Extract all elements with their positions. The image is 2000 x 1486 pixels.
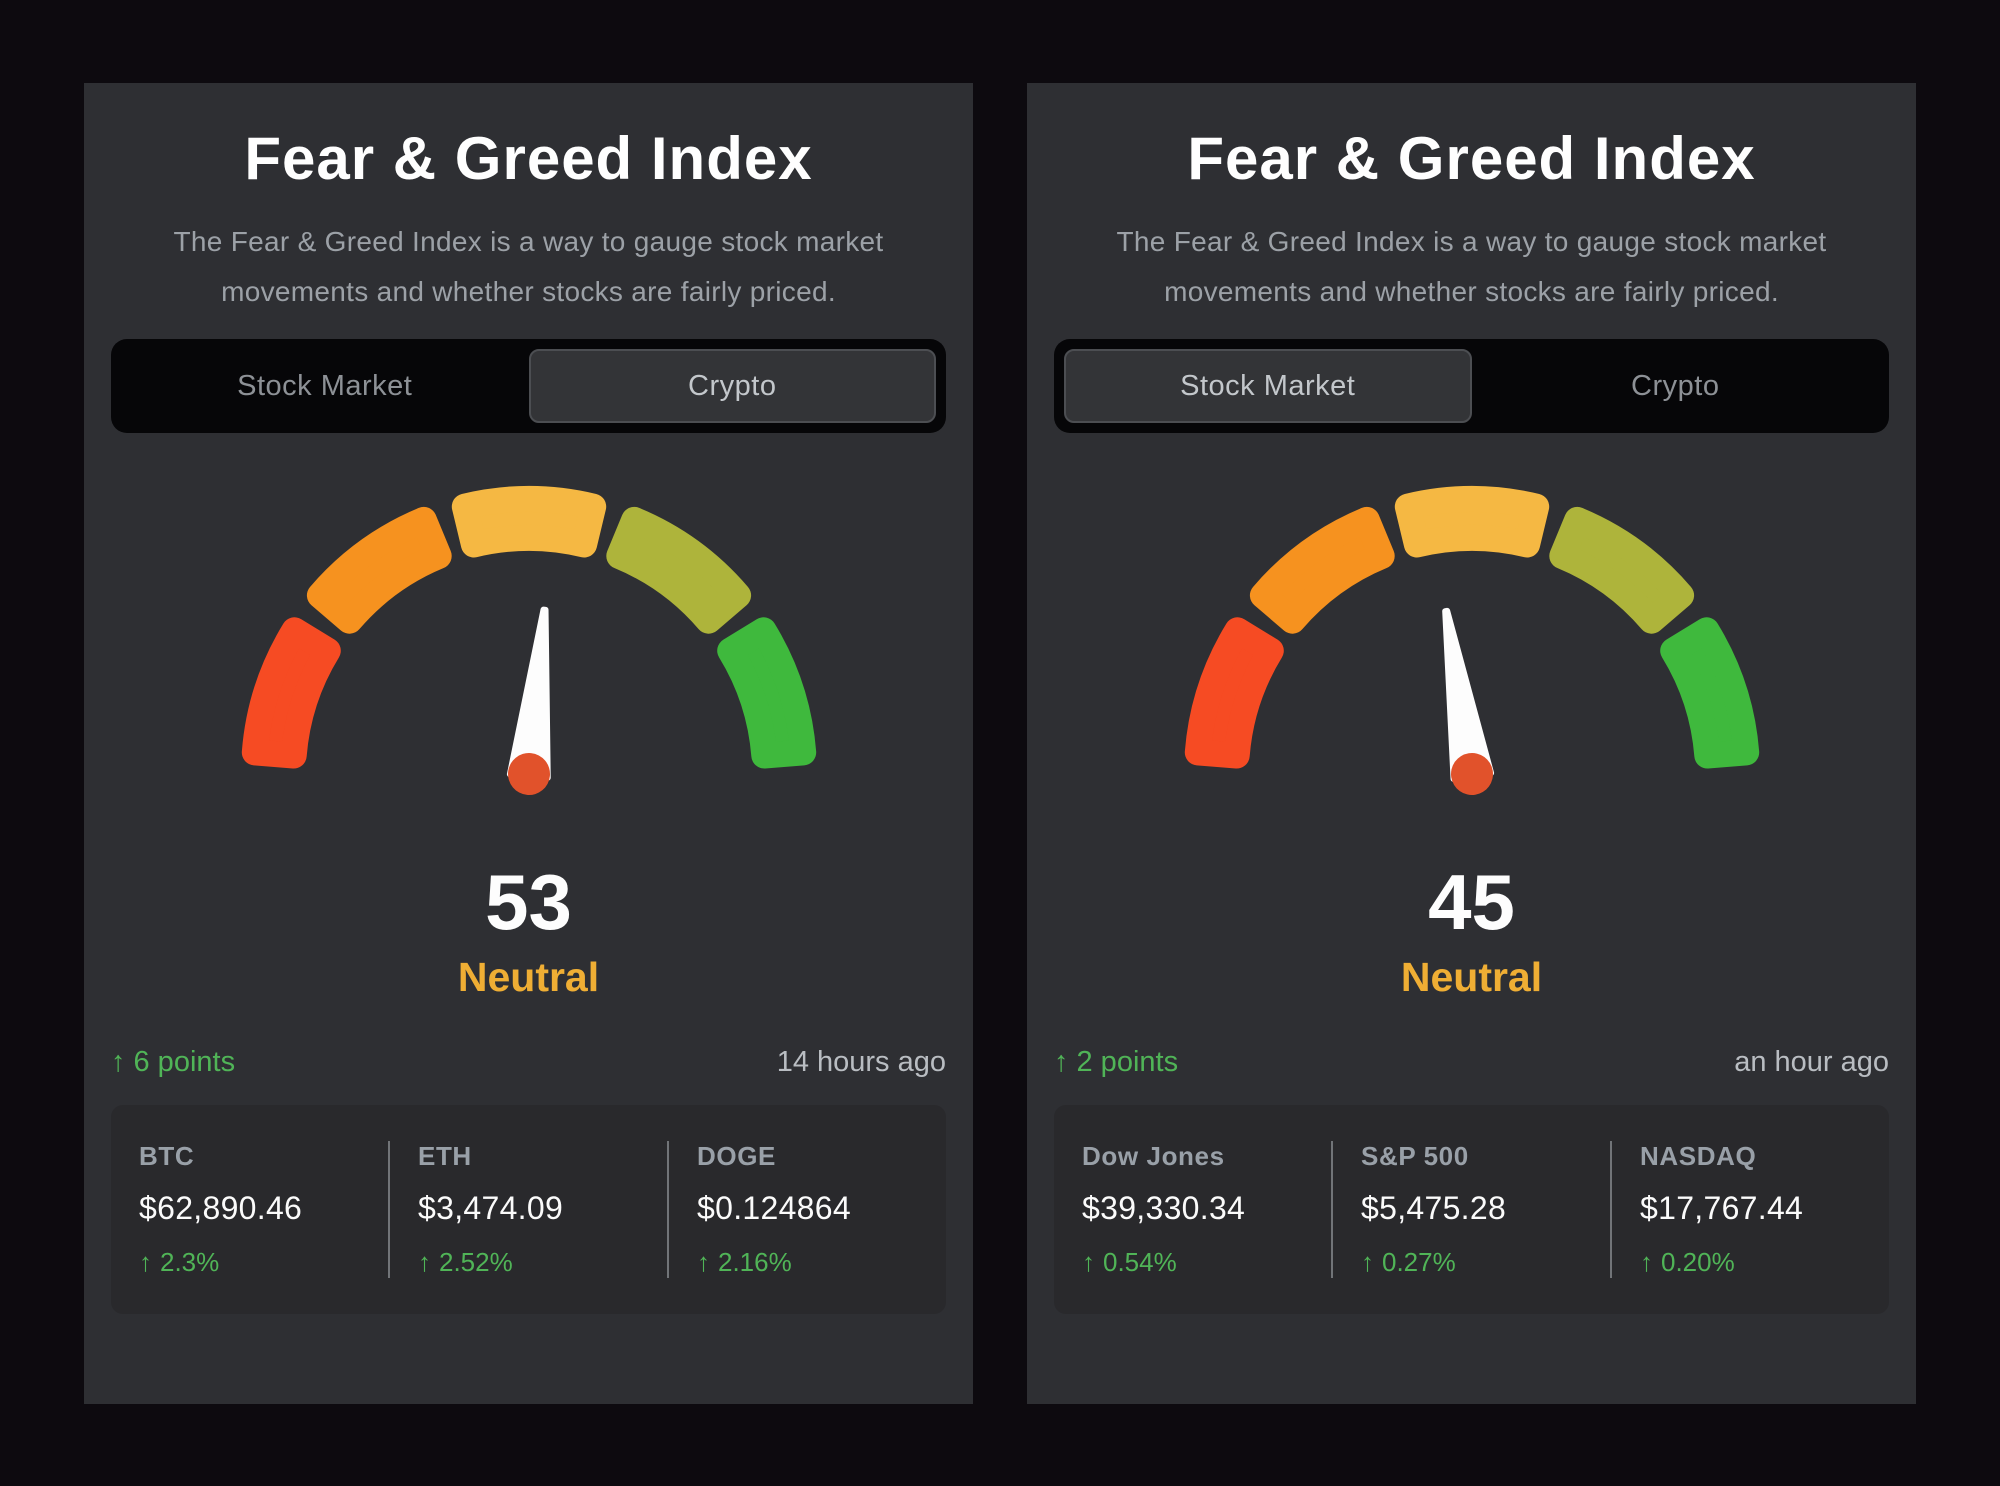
stat-doge: DOGE $0.124864 ↑ 2.16% xyxy=(667,1141,946,1279)
tab-crypto[interactable]: Crypto xyxy=(528,349,936,423)
market-toggle: Stock Market Crypto xyxy=(1054,339,1889,433)
up-arrow-icon: ↑ xyxy=(1361,1247,1374,1278)
stat-change: ↑ 2.3% xyxy=(139,1247,220,1278)
index-description: The Fear & Greed Index is a way to gauge… xyxy=(173,226,884,307)
stat-sp500: S&P 500 $5,475.28 ↑ 0.27% xyxy=(1331,1141,1610,1279)
gauge-segment-green xyxy=(716,617,816,769)
up-arrow-icon: ↑ xyxy=(1082,1247,1095,1278)
up-arrow-icon: ↑ xyxy=(697,1247,710,1278)
fear-greed-card-crypto: Fear & Greed Index The Fear & Greed Inde… xyxy=(84,83,973,1404)
tab-stock-market[interactable]: Stock Market xyxy=(237,369,413,402)
gauge-needle-hub xyxy=(507,753,550,795)
gauge-chart xyxy=(1184,486,1759,795)
stat-btc: BTC $62,890.46 ↑ 2.3% xyxy=(111,1141,388,1278)
market-stats-panel: BTC $62,890.46 ↑ 2.3% ETH $3,474.09 ↑ 2.52… xyxy=(111,1105,946,1315)
gauge-needle xyxy=(1441,607,1494,795)
up-arrow-icon: ↑ xyxy=(111,1046,126,1079)
gauge xyxy=(111,483,946,801)
gauge-segment-olive xyxy=(605,506,751,634)
stat-label: S&P 500 xyxy=(1361,1141,1469,1172)
stat-change: ↑ 0.20% xyxy=(1640,1247,1735,1278)
gauge-segment-amber xyxy=(1394,486,1549,558)
stat-value: $3,474.09 xyxy=(418,1190,564,1227)
stat-label: Dow Jones xyxy=(1082,1141,1225,1172)
stat-eth: ETH $3,474.09 ↑ 2.52% xyxy=(388,1141,667,1279)
page-title: Fear & Greed Index xyxy=(244,125,813,192)
fear-greed-card-stock: Fear & Greed Index The Fear & Greed Inde… xyxy=(1027,83,1916,1404)
gauge-segment-amber xyxy=(451,486,606,558)
stat-label: BTC xyxy=(139,1141,195,1172)
stat-change: ↑ 0.27% xyxy=(1361,1247,1456,1278)
page-title: Fear & Greed Index xyxy=(1187,125,1756,192)
stat-value: $39,330.34 xyxy=(1082,1190,1246,1227)
up-arrow-icon: ↑ xyxy=(1640,1247,1653,1278)
gauge-needle-hub xyxy=(1450,753,1493,795)
stat-change: ↑ 0.54% xyxy=(1082,1247,1177,1278)
gauge-chart xyxy=(241,486,816,795)
meta-row: ↑ 6 points 14 hours ago xyxy=(111,1046,946,1079)
last-updated: an hour ago xyxy=(1734,1046,1889,1079)
stat-label: ETH xyxy=(418,1141,472,1172)
stat-value: $17,767.44 xyxy=(1640,1190,1804,1227)
meta-row: ↑ 2 points an hour ago xyxy=(1054,1046,1889,1079)
index-sentiment: Neutral xyxy=(457,954,600,1000)
stat-value: $62,890.46 xyxy=(139,1190,303,1227)
index-value: 53 xyxy=(485,858,572,946)
gauge-needle xyxy=(506,606,551,795)
stat-change: ↑ 2.16% xyxy=(697,1247,792,1278)
points-change-text: 2 points xyxy=(1076,1046,1179,1079)
gauge xyxy=(1054,483,1889,801)
index-value: 45 xyxy=(1428,858,1515,946)
index-sentiment: Neutral xyxy=(1400,954,1543,1000)
gauge-segment-green xyxy=(1659,617,1759,769)
stat-value: $5,475.28 xyxy=(1361,1190,1507,1227)
up-arrow-icon: ↑ xyxy=(1054,1046,1069,1079)
market-stats-panel: Dow Jones $39,330.34 ↑ 0.54% S&P 500 $5,4… xyxy=(1054,1105,1889,1315)
points-change-text: 6 points xyxy=(133,1046,236,1079)
stat-nasdaq: NASDAQ $17,767.44 ↑ 0.20% xyxy=(1610,1141,1889,1279)
stat-change: ↑ 2.52% xyxy=(418,1247,513,1278)
stat-label: DOGE xyxy=(697,1141,776,1172)
tab-crypto[interactable]: Crypto xyxy=(1631,369,1720,402)
gauge-segment-orange xyxy=(306,506,452,634)
points-change: ↑ 2 points xyxy=(1054,1046,1178,1079)
tab-stock-market[interactable]: Stock Market xyxy=(1064,349,1472,423)
up-arrow-icon: ↑ xyxy=(139,1247,152,1278)
stat-dow-jones: Dow Jones $39,330.34 ↑ 0.54% xyxy=(1054,1141,1331,1278)
market-toggle: Stock Market Crypto xyxy=(111,339,946,433)
gauge-segment-olive xyxy=(1548,506,1694,634)
last-updated: 14 hours ago xyxy=(776,1046,946,1079)
gauge-segment-red xyxy=(1184,617,1284,769)
cards-row: Fear & Greed Index The Fear & Greed Inde… xyxy=(84,83,1916,1404)
up-arrow-icon: ↑ xyxy=(418,1247,431,1278)
gauge-segment-red xyxy=(241,617,341,769)
index-description: The Fear & Greed Index is a way to gauge… xyxy=(1116,226,1827,307)
stat-label: NASDAQ xyxy=(1640,1141,1757,1172)
stat-value: $0.124864 xyxy=(697,1190,851,1227)
points-change: ↑ 6 points xyxy=(111,1046,235,1079)
gauge-segment-orange xyxy=(1249,506,1395,634)
